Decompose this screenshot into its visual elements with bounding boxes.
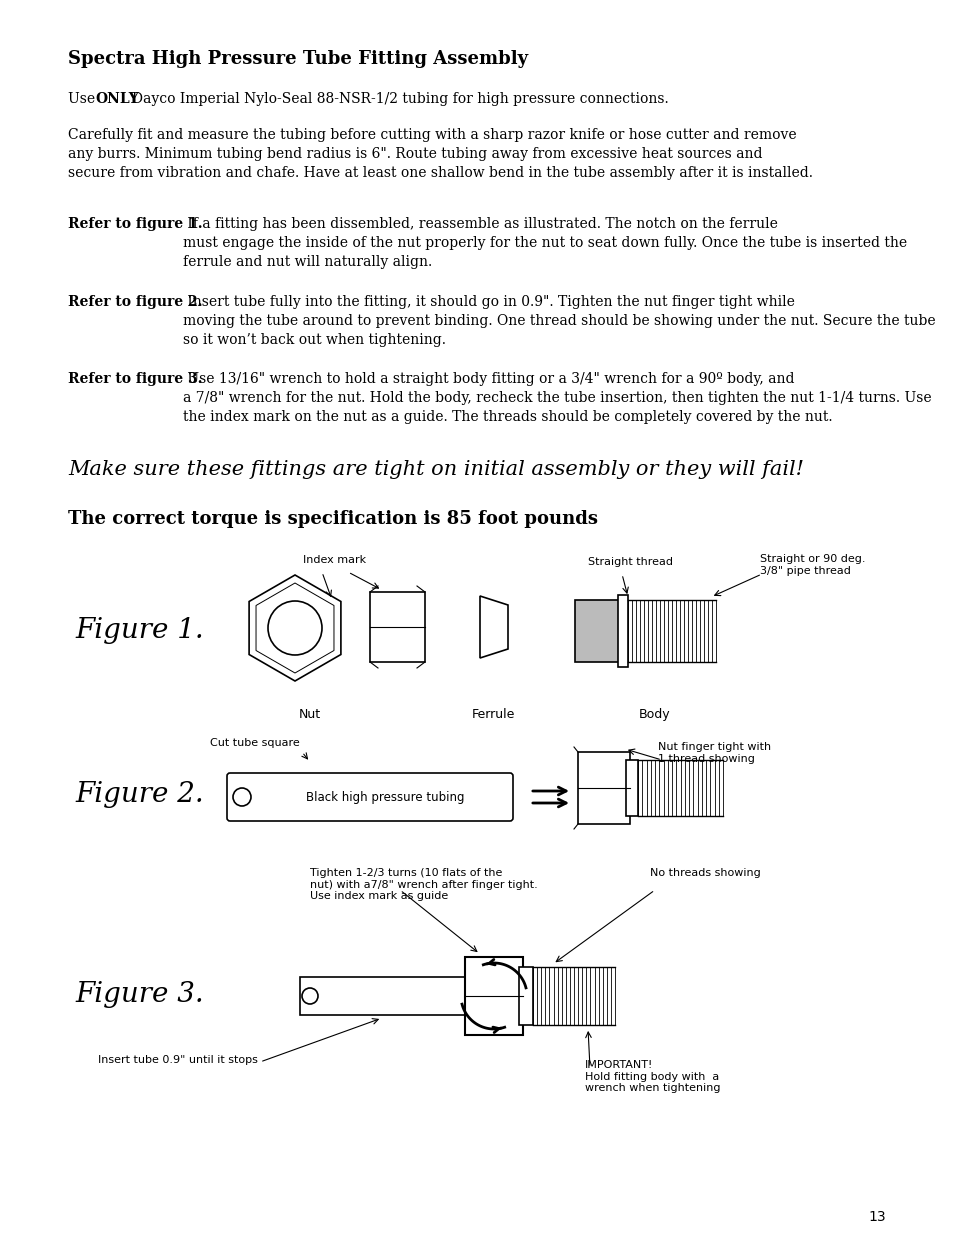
Text: ONLY: ONLY: [95, 91, 138, 106]
Text: Figure 1.: Figure 1.: [75, 616, 204, 643]
Text: Body: Body: [639, 708, 670, 721]
Text: Refer to figure 1.: Refer to figure 1.: [68, 217, 202, 231]
Text: Insert tube fully into the fitting, it should go in 0.9". Tighten the nut finger: Insert tube fully into the fitting, it s…: [183, 295, 935, 347]
Bar: [464, 957, 522, 1035]
Text: The correct torque is specification is 85 foot pounds: The correct torque is specification is 8…: [68, 510, 598, 529]
Text: Black high pressure tubing: Black high pressure tubing: [305, 790, 464, 804]
Text: Figure 2.: Figure 2.: [75, 782, 204, 809]
Text: Dayco Imperial Nylo-Seal 88-NSR-1/2 tubing for high pressure connections.: Dayco Imperial Nylo-Seal 88-NSR-1/2 tubi…: [132, 91, 668, 106]
Text: Tighten 1-2/3 turns (10 flats of the
nut) with a7/8" wrench after finger tight.
: Tighten 1-2/3 turns (10 flats of the nut…: [310, 868, 537, 902]
Bar: [299, 977, 464, 1015]
Text: Use: Use: [68, 91, 99, 106]
Text: Figure 3.: Figure 3.: [75, 982, 204, 1009]
Text: Index mark: Index mark: [303, 555, 366, 564]
Text: 13: 13: [867, 1210, 885, 1224]
Text: Cut tube square: Cut tube square: [210, 739, 299, 748]
Text: If a fitting has been dissembled, reassemble as illustrated. The notch on the fe: If a fitting has been dissembled, reasse…: [183, 217, 906, 269]
Text: Ferrule: Ferrule: [471, 708, 515, 721]
Text: Straight thread: Straight thread: [587, 557, 672, 567]
Bar: [575, 600, 622, 662]
Bar: [618, 595, 627, 667]
Bar: [370, 592, 424, 662]
Text: Spectra High Pressure Tube Fitting Assembly: Spectra High Pressure Tube Fitting Assem…: [68, 49, 528, 68]
Text: Nut finger tight with
1 thread showing: Nut finger tight with 1 thread showing: [658, 742, 770, 763]
Text: No threads showing: No threads showing: [649, 868, 760, 878]
Text: Insert tube 0.9" until it stops: Insert tube 0.9" until it stops: [98, 1055, 257, 1065]
Bar: [518, 967, 533, 1025]
Text: Make sure these fittings are tight on initial assembly or they will fail!: Make sure these fittings are tight on in…: [68, 459, 803, 479]
Text: Carefully fit and measure the tubing before cutting with a sharp razor knife or : Carefully fit and measure the tubing bef…: [68, 128, 812, 180]
Text: Straight or 90 deg.
3/8" pipe thread: Straight or 90 deg. 3/8" pipe thread: [760, 555, 864, 576]
Text: Refer to figure 3.: Refer to figure 3.: [68, 372, 202, 387]
Bar: [625, 760, 638, 816]
Text: Nut: Nut: [298, 708, 321, 721]
Bar: [578, 752, 629, 824]
Text: IMPORTANT!
Hold fitting body with  a
wrench when tightening: IMPORTANT! Hold fitting body with a wren…: [584, 1060, 720, 1093]
Polygon shape: [479, 597, 507, 658]
Text: Refer to figure 2.: Refer to figure 2.: [68, 295, 202, 309]
FancyBboxPatch shape: [227, 773, 513, 821]
Text: Use 13/16" wrench to hold a straight body fitting or a 3/4" wrench for a 90º bod: Use 13/16" wrench to hold a straight bod…: [183, 372, 931, 424]
